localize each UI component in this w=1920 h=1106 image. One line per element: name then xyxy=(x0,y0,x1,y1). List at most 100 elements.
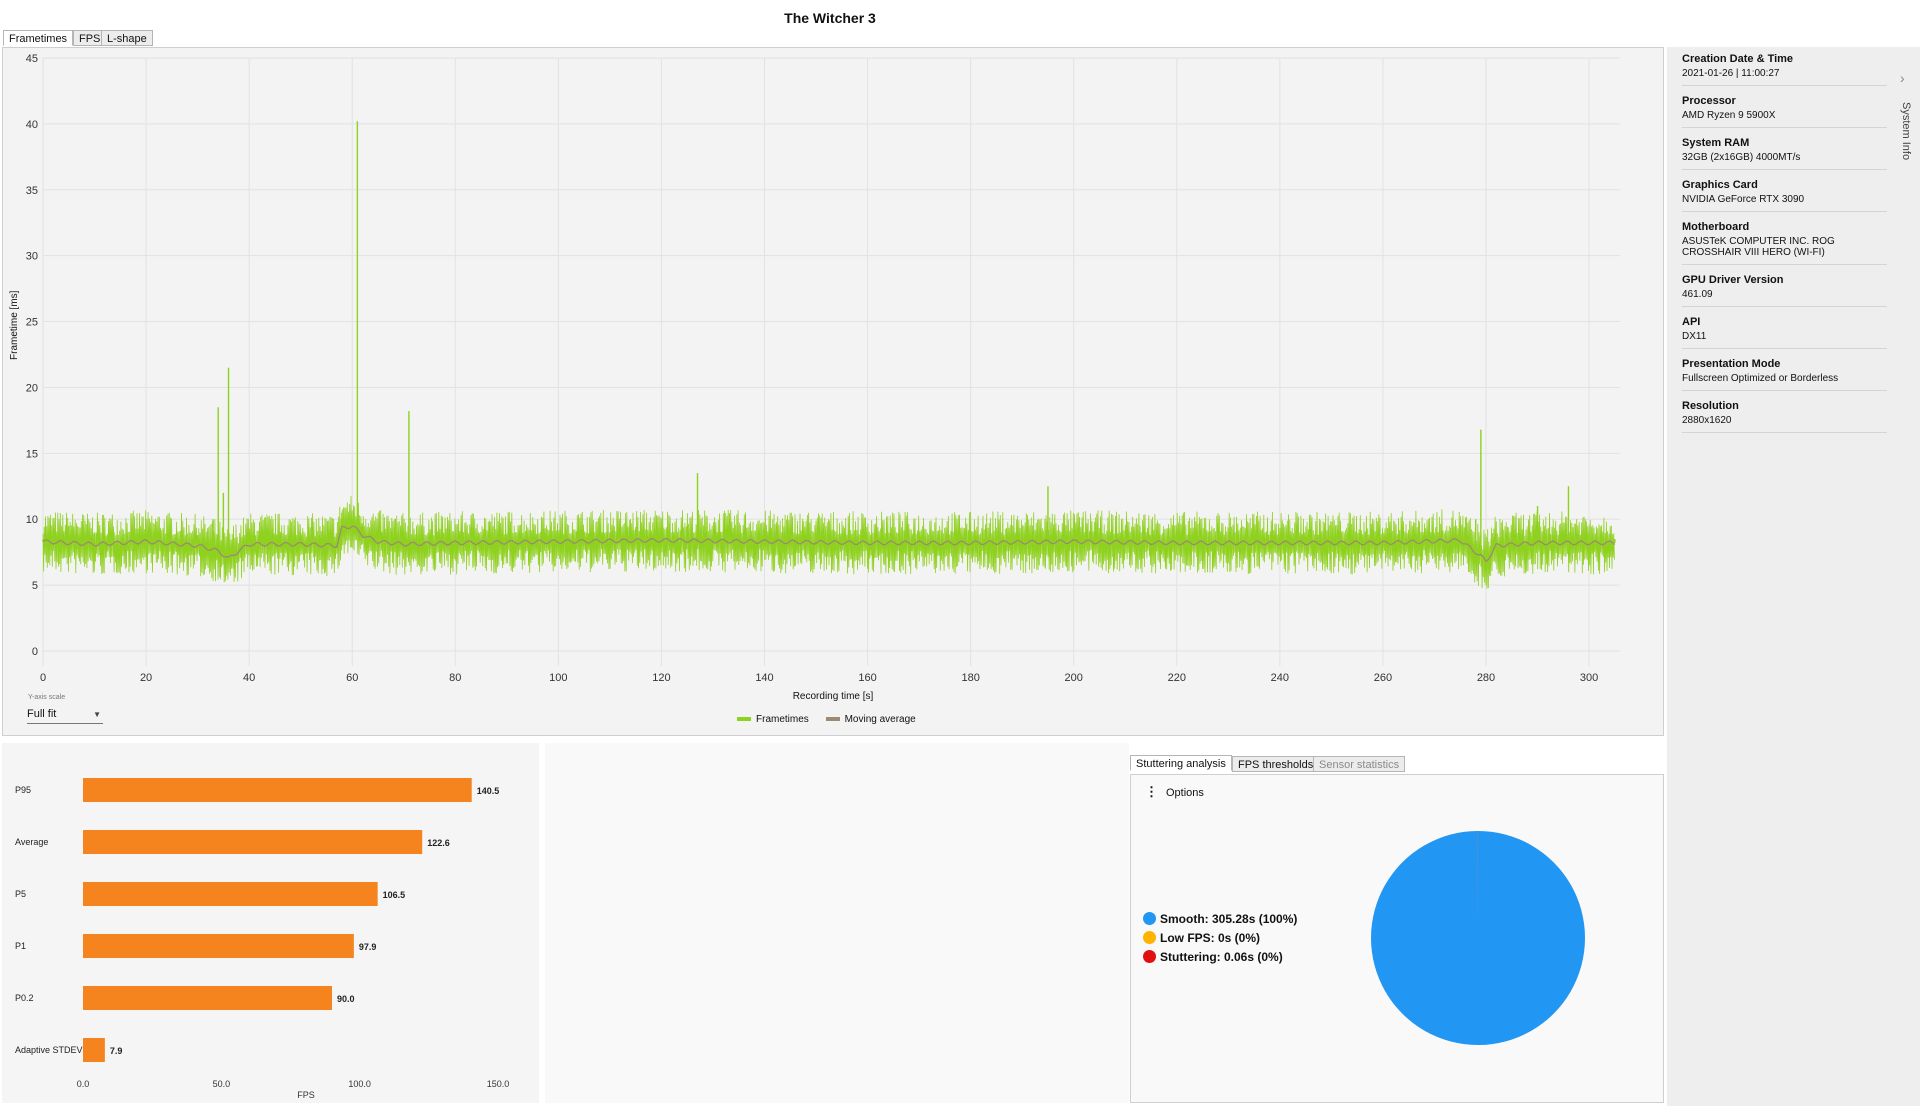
fps-bar xyxy=(83,778,472,802)
tab-stuttering-analysis[interactable]: Stuttering analysis xyxy=(1130,755,1232,771)
bar-x-axis-label: FPS xyxy=(297,1090,315,1100)
legend-smooth-text: Smooth: 305.28s (100%) xyxy=(1160,912,1298,926)
sysinfo-presentation-mode: Presentation Mode Fullscreen Optimized or… xyxy=(1682,358,1887,391)
fps-bar xyxy=(83,882,378,906)
bar-category-label: P1 xyxy=(15,941,26,951)
bar-value-label: 122.6 xyxy=(427,838,450,848)
sysinfo-label: Resolution xyxy=(1682,400,1739,412)
x-tick-label: 80 xyxy=(449,672,461,684)
sysinfo-value: DX11 xyxy=(1682,331,1707,342)
more-vert-icon: ⋮ xyxy=(1145,784,1158,799)
legend-low-fps: Low FPS: 0s (0%) xyxy=(1143,930,1260,946)
sysinfo-gpu-driver: GPU Driver Version 461.09 xyxy=(1682,274,1887,307)
x-axis-label: Recording time [s] xyxy=(792,691,874,702)
y-tick-label: 5 xyxy=(32,580,38,592)
tab-fps-thresholds[interactable]: FPS thresholds xyxy=(1232,756,1320,772)
tab-frametimes[interactable]: Frametimes xyxy=(3,30,74,46)
legend-dot-low-fps xyxy=(1143,931,1156,944)
legend-moving-average-label: Moving average xyxy=(844,714,916,725)
legend-swatch-moving-average xyxy=(825,717,840,722)
x-tick-label: 60 xyxy=(346,672,358,684)
y-tick-label: 15 xyxy=(26,448,38,460)
fps-bar xyxy=(83,830,423,854)
bar-value-label: 97.9 xyxy=(359,942,377,952)
legend-stuttering-text: Stuttering: 0.06s (0%) xyxy=(1160,950,1283,964)
bar-x-tick: 100.0 xyxy=(348,1079,371,1089)
y-axis-scale-value: Full fit xyxy=(27,708,57,720)
bar-x-tick: 0.0 xyxy=(77,1079,90,1089)
sysinfo-api: API DX11 xyxy=(1682,316,1887,349)
y-axis-scale-caption: Y-axis scale xyxy=(28,694,66,701)
frametimes-noise xyxy=(42,495,1615,589)
y-axis-label: Frametime [ms] xyxy=(9,290,20,360)
sysinfo-resolution: Resolution 2880x1620 xyxy=(1682,400,1887,433)
x-tick-label: 40 xyxy=(243,672,255,684)
legend-swatch-frametimes xyxy=(737,717,751,722)
sysinfo-value: 461.09 xyxy=(1682,289,1713,300)
sysinfo-value: 2880x1620 xyxy=(1682,415,1732,426)
sysinfo-value: Fullscreen Optimized or Borderless xyxy=(1682,373,1839,384)
fps-bar xyxy=(83,986,332,1010)
moving-average-line xyxy=(42,525,1616,563)
y-tick-label: 45 xyxy=(26,53,38,65)
frametime-chart: 45 40 35 30 25 20 15 10 5 0 0 20 40 60 80 100 120 140 160… xyxy=(26,53,1620,684)
legend-frametimes: Frametimes xyxy=(737,714,809,725)
x-tick-label: 20 xyxy=(140,672,152,684)
x-tick-label: 200 xyxy=(1065,672,1083,684)
bar-category-label: P95 xyxy=(15,785,31,795)
bar-category-label: Adaptive STDEV xyxy=(15,1045,83,1055)
x-tick-label: 280 xyxy=(1477,672,1495,684)
fps-bar-chart: P95 140.5 Average 122.6 P5 106.5 P1 97.9 P0.2 90.… xyxy=(15,778,510,1100)
x-tick-label: 220 xyxy=(1168,672,1186,684)
options-button[interactable]: ⋮ Options xyxy=(1145,784,1204,800)
x-tick-label: 300 xyxy=(1580,672,1598,684)
sysinfo-label: API xyxy=(1682,316,1701,328)
pie-slice xyxy=(1371,831,1586,1045)
y-tick-label: 40 xyxy=(26,119,38,131)
chart-legend: Frametimes Moving average xyxy=(737,714,916,725)
bar-value-label: 140.5 xyxy=(477,786,500,796)
system-info-panel: Creation Date & Time 2021-01-26 | 11:00:2… xyxy=(1667,47,1920,1106)
bar-value-label: 90.0 xyxy=(337,994,355,1004)
y-axis-scale-select[interactable]: Full fit ▼ xyxy=(27,706,103,724)
fps-bar xyxy=(83,1038,105,1062)
sysinfo-label: Presentation Mode xyxy=(1682,358,1781,370)
legend-low-fps-text: Low FPS: 0s (0%) xyxy=(1160,931,1261,945)
sysinfo-ram: System RAM 32GB (2x16GB) 4000MT/s xyxy=(1682,137,1887,170)
y-tick-label: 20 xyxy=(26,382,38,394)
tab-sensor-statistics[interactable]: Sensor statistics xyxy=(1313,756,1406,772)
bar-x-tick: 50.0 xyxy=(213,1079,231,1089)
y-tick-label: 35 xyxy=(26,185,38,197)
bar-value-label: 106.5 xyxy=(383,890,406,900)
sysinfo-label: Motherboard xyxy=(1682,221,1750,233)
sysinfo-creation-date: Creation Date & Time 2021-01-26 | 11:00:2… xyxy=(1682,53,1887,86)
y-tick-label: 25 xyxy=(26,317,38,329)
sysinfo-processor: Processor AMD Ryzen 9 5900X xyxy=(1682,95,1887,128)
legend-smooth: Smooth: 305.28s (100%) xyxy=(1143,911,1297,927)
sysinfo-value: NVIDIA GeForce RTX 3090 xyxy=(1682,194,1805,205)
system-info-tab[interactable]: System Info xyxy=(1900,102,1912,161)
sysinfo-motherboard: Motherboard ASUSTeK COMPUTER INC. ROG CRO… xyxy=(1682,221,1887,265)
x-tick-label: 260 xyxy=(1374,672,1392,684)
sysinfo-label: Processor xyxy=(1682,95,1736,107)
sysinfo-label: Graphics Card xyxy=(1682,179,1758,191)
x-tick-label: 120 xyxy=(652,672,670,684)
sysinfo-graphics-card: Graphics Card NVIDIA GeForce RTX 3090 xyxy=(1682,179,1887,212)
sysinfo-value: 2021-01-26 | 11:00:27 xyxy=(1682,68,1780,79)
bar-category-label: P5 xyxy=(15,889,26,899)
sysinfo-label: GPU Driver Version xyxy=(1682,274,1784,286)
x-tick-label: 180 xyxy=(961,672,979,684)
legend-dot-stuttering xyxy=(1143,950,1156,963)
tab-l-shape[interactable]: L-shape xyxy=(101,30,153,46)
y-tick-label: 10 xyxy=(26,514,38,526)
fps-bar xyxy=(83,934,354,958)
frametime-chart-panel xyxy=(2,47,1664,736)
x-tick-label: 0 xyxy=(40,672,46,684)
bar-x-tick: 150.0 xyxy=(487,1079,510,1089)
sysinfo-value: 32GB (2x16GB) 4000MT/s xyxy=(1682,152,1801,163)
bar-category-label: Average xyxy=(15,837,48,847)
chevron-right-icon[interactable]: › xyxy=(1900,70,1905,86)
sysinfo-label: System RAM xyxy=(1682,137,1750,149)
x-tick-label: 100 xyxy=(549,672,567,684)
sysinfo-label: Creation Date & Time xyxy=(1682,53,1794,65)
